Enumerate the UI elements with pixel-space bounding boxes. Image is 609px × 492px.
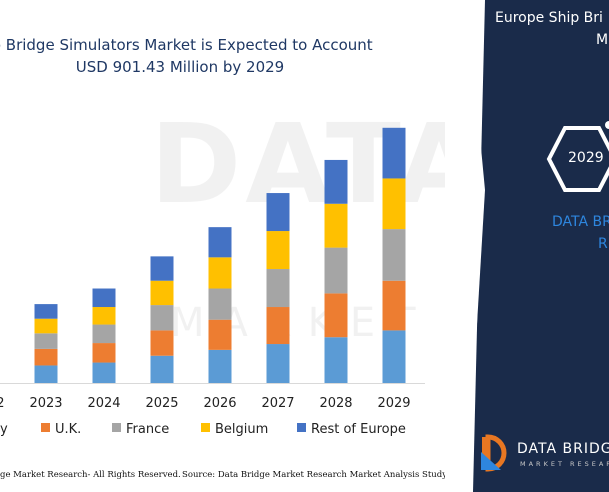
bar-2024-belgium bbox=[92, 307, 116, 325]
bar-2025-u-k- bbox=[150, 330, 174, 356]
x-tick-label-2028: 2028 bbox=[319, 396, 352, 411]
bar-2028-u-k- bbox=[324, 293, 348, 338]
bar-2023-rest-of-europe bbox=[34, 304, 58, 319]
bar-2024-rest-of-europe bbox=[92, 288, 116, 308]
bar-2026-belgium bbox=[208, 257, 232, 289]
panel-dark-wedge bbox=[445, 0, 485, 492]
legend-label-germany: y bbox=[0, 422, 8, 437]
bar-2023-france bbox=[34, 333, 58, 349]
panel-title-2: M bbox=[596, 32, 609, 48]
footer-source: Source: Data Bridge Market Research Mark… bbox=[182, 470, 472, 480]
logo-mark-icon bbox=[481, 434, 507, 472]
legend-item-uk: U.K. bbox=[41, 422, 81, 437]
bar-2029-france bbox=[382, 229, 406, 281]
x-tick-label-2024: 2024 bbox=[87, 396, 120, 411]
bar-2024-france bbox=[92, 324, 116, 344]
legend-label-belgium: Belgium bbox=[215, 422, 269, 437]
hexagon-dot-icon bbox=[605, 121, 609, 129]
bar-2025-belgium bbox=[150, 280, 174, 306]
hexagon-year: 2029 bbox=[568, 150, 604, 166]
bar-2028-rest-of-europe bbox=[324, 159, 348, 204]
bar-2026-france bbox=[208, 288, 232, 320]
stacked-bar-chart: 2022 2023 2024 2025 2026 2027 2028 2029 bbox=[0, 127, 425, 411]
x-tick-label-2027: 2027 bbox=[261, 396, 294, 411]
bar-2025-germany bbox=[150, 355, 174, 383]
panel-subtitle-2: R bbox=[598, 236, 608, 252]
bar-2023-germany bbox=[34, 365, 58, 383]
bar-2029-u-k- bbox=[382, 280, 406, 331]
legend-item-rest-of-europe: Rest of Europe bbox=[297, 422, 406, 437]
chart-title-line-2: USD 901.43 Million by 2029 bbox=[75, 58, 285, 76]
legend-item-france: France bbox=[112, 422, 169, 437]
bar-2024-u-k- bbox=[92, 343, 116, 363]
bar-2025-rest-of-europe bbox=[150, 256, 174, 281]
legend-swatch-belgium bbox=[201, 423, 210, 432]
bar-2028-france bbox=[324, 247, 348, 294]
bar-2025-france bbox=[150, 305, 174, 331]
bar-2029-germany bbox=[382, 330, 406, 383]
side-panel-graphics bbox=[445, 0, 609, 492]
legend-label-uk: U.K. bbox=[55, 422, 82, 437]
hexagon-icon bbox=[546, 126, 609, 192]
bar-2023-u-k- bbox=[34, 348, 58, 366]
legend-swatch-rest-of-europe bbox=[297, 423, 306, 432]
x-tick-label-2029: 2029 bbox=[377, 396, 410, 411]
bar-2026-u-k- bbox=[208, 319, 232, 350]
x-tick-label-2022: 2022 bbox=[0, 396, 5, 411]
bar-2023-belgium bbox=[34, 318, 58, 334]
x-tick-label-2023: 2023 bbox=[29, 396, 62, 411]
bar-2027-germany bbox=[266, 344, 290, 383]
bar-2029-belgium bbox=[382, 178, 406, 230]
bar-2028-belgium bbox=[324, 203, 348, 248]
logo-subtext: MARKET RESEARCH bbox=[520, 460, 609, 468]
bar-2027-france bbox=[266, 269, 290, 308]
x-tick-label-2026: 2026 bbox=[203, 396, 236, 411]
panel-title-1: Europe Ship Bri bbox=[495, 10, 603, 26]
bar-2026-rest-of-europe bbox=[208, 227, 232, 258]
chart-title-line-1: ip Bridge Simulators Market is Expected … bbox=[0, 36, 373, 54]
logo-text: DATA BRIDGE bbox=[517, 441, 609, 457]
bar-2027-u-k- bbox=[266, 307, 290, 345]
legend-label-france: France bbox=[126, 422, 170, 437]
legend-item-belgium: Belgium bbox=[201, 422, 268, 437]
legend-swatch-uk bbox=[41, 423, 50, 432]
bar-2024-germany bbox=[92, 362, 116, 383]
bar-2027-belgium bbox=[266, 231, 290, 270]
footer-copyright: ge Market Research- All Rights Reserved. bbox=[0, 470, 181, 480]
legend-item-germany: y bbox=[0, 422, 8, 437]
bar-2029-rest-of-europe bbox=[382, 127, 406, 179]
x-tick-label-2025: 2025 bbox=[145, 396, 178, 411]
bar-2026-germany bbox=[208, 349, 232, 383]
panel-subtitle-1: DATA BR bbox=[552, 214, 609, 230]
bar-2028-germany bbox=[324, 337, 348, 383]
legend-label-rest-of-europe: Rest of Europe bbox=[311, 422, 406, 437]
legend-swatch-france bbox=[112, 423, 121, 432]
bar-2027-rest-of-europe bbox=[266, 193, 290, 232]
